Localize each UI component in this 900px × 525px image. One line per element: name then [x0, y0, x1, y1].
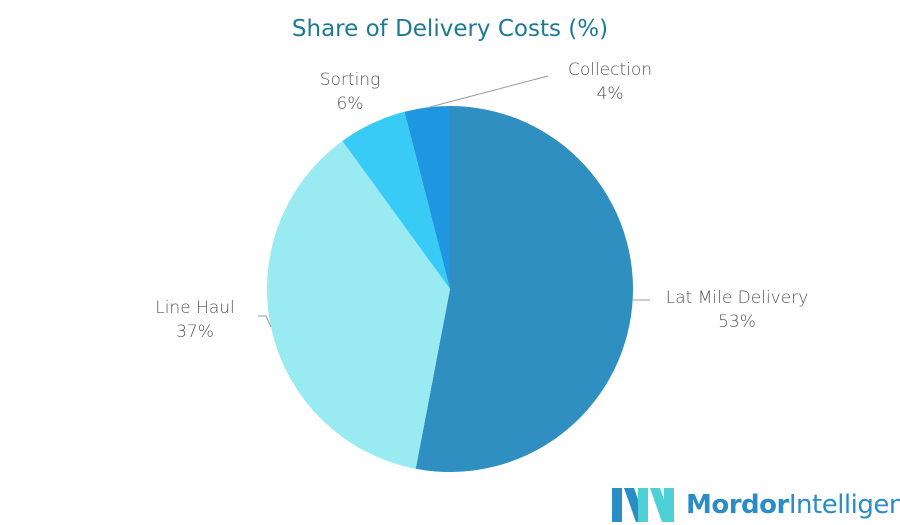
slice-label-line-haul: Line Haul 37% — [140, 296, 250, 344]
mordor-intelligence-logo: MordorIntelligence — [612, 488, 900, 522]
slice-label-lat-mile-delivery: Lat Mile Delivery 53% — [652, 286, 822, 334]
pie-slice-lat-mile-delivery — [415, 106, 633, 472]
label-name: Line Haul — [155, 298, 235, 318]
label-value: 37% — [176, 322, 214, 342]
label-value: 4% — [596, 84, 624, 104]
logo-text: MordorIntelligence — [686, 490, 900, 520]
leader-line-collection — [429, 75, 549, 108]
label-name: Sorting — [319, 70, 381, 90]
pie-slice-line-haul — [266, 140, 450, 469]
label-value: 6% — [336, 94, 364, 114]
label-name: Collection — [567, 60, 653, 80]
label-value: 53% — [718, 312, 756, 332]
slice-label-collection: Collection 4% — [545, 58, 675, 106]
slice-label-sorting: Sorting 6% — [300, 68, 400, 116]
label-name: Lat Mile Delivery — [665, 288, 809, 308]
logo-mark-icon — [612, 488, 674, 522]
pie-slice-collection — [404, 106, 450, 289]
chart-title: Share of Delivery Costs (%) — [291, 16, 609, 42]
leader-line-line-haul — [258, 315, 272, 328]
pie-slice-sorting — [342, 111, 450, 289]
